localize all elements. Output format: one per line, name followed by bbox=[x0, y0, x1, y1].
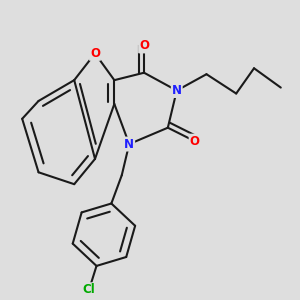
Text: Cl: Cl bbox=[83, 283, 95, 296]
Text: N: N bbox=[124, 138, 134, 151]
Text: N: N bbox=[172, 84, 182, 97]
Text: O: O bbox=[190, 135, 200, 148]
Text: O: O bbox=[139, 40, 149, 52]
Text: O: O bbox=[90, 47, 100, 60]
